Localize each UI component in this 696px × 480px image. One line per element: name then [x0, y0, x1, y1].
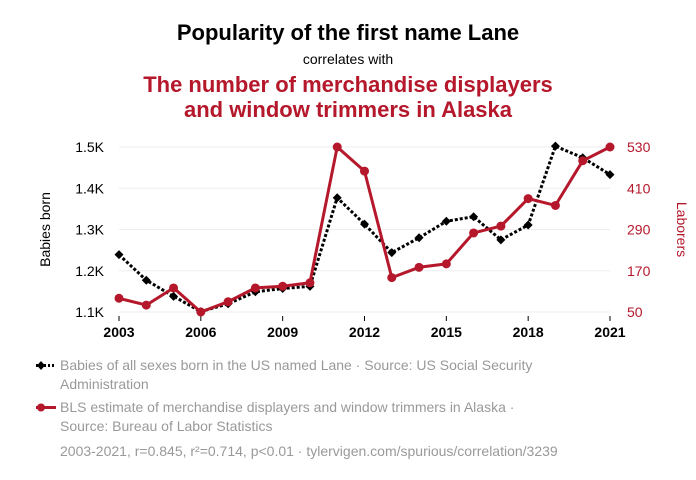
- chart-subtitle: correlates with: [302, 51, 394, 67]
- y-left-axis-label: Babies born: [37, 192, 53, 267]
- data-point-laborers: [141, 300, 151, 310]
- legend-label-laborers-line1: BLS estimate of merchandise displayers a…: [60, 399, 515, 415]
- data-point-laborers: [414, 262, 424, 272]
- legend-label-babies-line2: Administration: [60, 376, 149, 392]
- x-tick-label: 2018: [513, 324, 544, 340]
- legend-label-laborers-line2: Source: Bureau of Labor Statistics: [60, 418, 273, 434]
- y-right-tick-label: 50: [627, 304, 643, 320]
- data-point-laborers: [223, 297, 233, 307]
- x-tick-label: 2012: [349, 324, 380, 340]
- data-point-laborers: [169, 283, 179, 293]
- x-tick-label: 2021: [594, 324, 625, 340]
- y-left-tick-label: 1.3K: [75, 222, 104, 238]
- y-right-axis-label: Laborers: [674, 202, 690, 257]
- x-tick-label: 2009: [267, 324, 298, 340]
- y-left-tick-label: 1.4K: [75, 180, 104, 196]
- chart: 1.1K 1.2K 1.3K 1.4K 1.5K 50 170 290 410 530 2003 20…: [37, 139, 690, 340]
- title2-line2: and window trimmers in Alaska: [183, 97, 513, 122]
- data-point-babies: [141, 275, 151, 285]
- y-right-tick-label: 410: [627, 180, 651, 196]
- data-point-babies: [496, 235, 506, 245]
- chart-footer: 2003-2021, r=0.845, r²=0.714, p<0.01 · t…: [60, 443, 558, 459]
- data-point-babies: [169, 291, 179, 301]
- chart-title: Popularity of the first name Lane: [176, 20, 520, 45]
- data-point-babies: [605, 170, 615, 180]
- x-tick-label: 2015: [431, 324, 462, 340]
- data-point-laborers: [360, 166, 369, 176]
- legend-label-babies-line1: Babies of all sexes born in the US named…: [60, 357, 533, 373]
- data-point-babies: [332, 193, 342, 203]
- y-right-tick-label: 290: [627, 222, 651, 238]
- data-point-laborers: [523, 194, 533, 204]
- data-point-laborers: [114, 293, 124, 303]
- data-point-babies: [550, 141, 560, 151]
- data-point-laborers: [605, 142, 615, 152]
- data-point-laborers: [550, 200, 560, 210]
- legend-item-babies: Babies of all sexes born in the US named…: [36, 356, 600, 394]
- legend-marker-laborers: [36, 398, 60, 417]
- y-right-tick-label: 170: [627, 263, 651, 279]
- x-tick-label: 2003: [103, 324, 134, 340]
- data-point-laborers: [496, 221, 506, 231]
- chart-title-secondary: The number of merchandise displayers and…: [0, 72, 696, 122]
- y-left-tick-label: 1.1K: [75, 304, 104, 320]
- x-tick-label: 2006: [185, 324, 216, 340]
- data-point-babies: [414, 233, 424, 243]
- y-left-tick-label: 1.5K: [75, 139, 104, 155]
- data-point-laborers: [278, 281, 288, 291]
- legend-item-laborers: BLS estimate of merchandise displayers a…: [36, 398, 600, 436]
- data-point-laborers: [332, 142, 342, 152]
- data-point-babies: [441, 216, 451, 226]
- data-point-laborers: [196, 307, 206, 317]
- data-point-laborers: [250, 283, 260, 293]
- legend-marker-babies: [36, 356, 60, 375]
- data-point-laborers: [469, 228, 479, 238]
- data-point-babies: [387, 248, 397, 258]
- data-point-babies: [523, 220, 533, 230]
- data-point-babies: [469, 212, 479, 222]
- data-point-laborers: [387, 273, 397, 283]
- data-point-laborers: [578, 156, 588, 166]
- data-point-laborers: [305, 278, 315, 288]
- title2-line1: The number of merchandise displayers: [143, 72, 553, 97]
- y-right-tick-label: 530: [627, 139, 651, 155]
- data-point-laborers: [441, 259, 451, 269]
- data-point-babies: [114, 250, 124, 260]
- data-point-babies: [360, 219, 369, 229]
- y-left-tick-label: 1.2K: [75, 263, 104, 279]
